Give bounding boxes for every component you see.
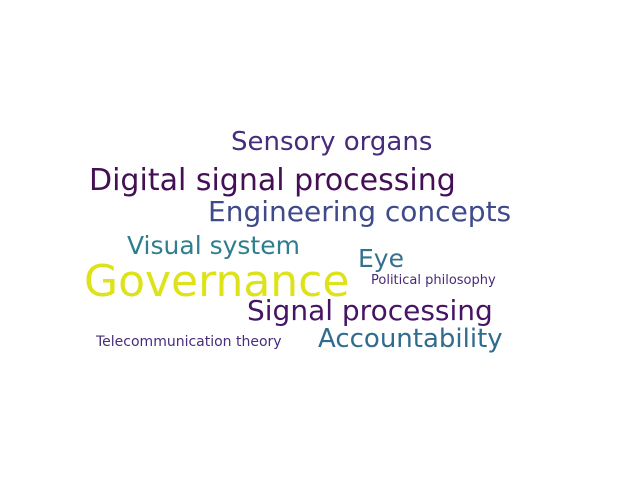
- word-telecommunication-theory: Telecommunication theory: [96, 334, 282, 350]
- word-signal-processing: Signal processing: [247, 294, 493, 327]
- word-governance: Governance: [84, 256, 350, 307]
- word-engineering-concepts: Engineering concepts: [208, 195, 512, 228]
- word-visual-system: Visual system: [127, 231, 300, 260]
- word-sensory-organs: Sensory organs: [231, 127, 433, 157]
- word-accountability: Accountability: [318, 324, 503, 354]
- word-digital-signal-processing: Digital signal processing: [89, 163, 456, 198]
- word-political-philosophy: Political philosophy: [371, 273, 496, 288]
- word-eye: Eye: [358, 244, 404, 273]
